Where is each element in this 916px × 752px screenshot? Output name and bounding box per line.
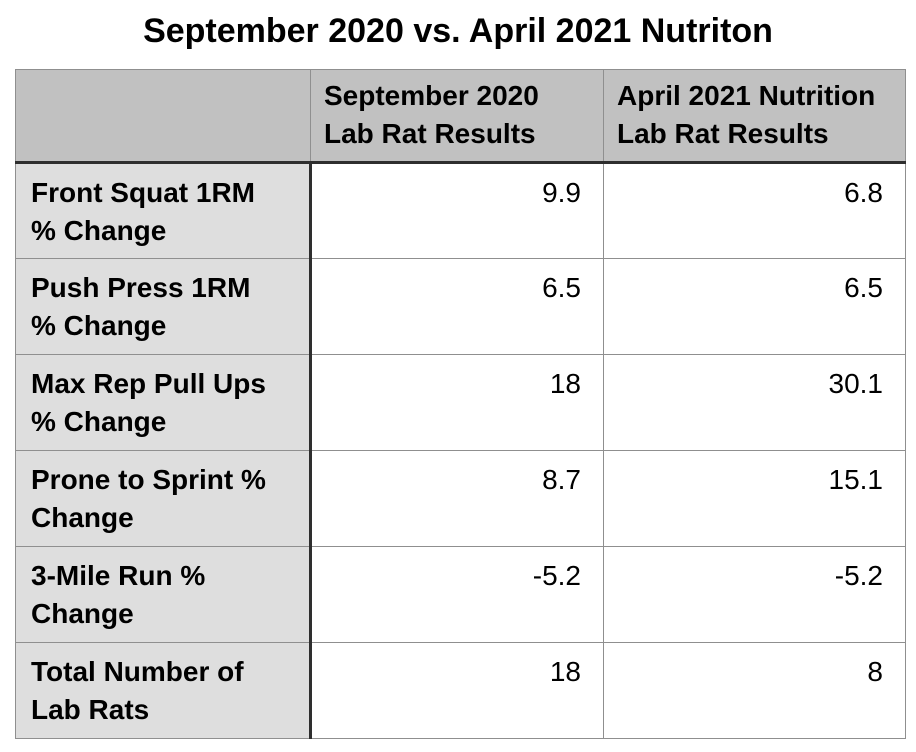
prone-to-sprint-sep-2020-value: 8.7 — [310, 450, 604, 548]
row-label-pull-ups: Max Rep Pull Ups % Change — [15, 354, 312, 452]
push-press-sep-2020-value: 6.5 — [310, 258, 604, 356]
header-row: September 2020 Lab Rat Results April 202… — [15, 69, 906, 165]
push-press-apr-2021-value: 6.5 — [603, 258, 906, 356]
table-row-push-press: Push Press 1RM % Change 6.5 6.5 — [15, 258, 906, 356]
prone-to-sprint-apr-2021-value: 15.1 — [603, 450, 906, 548]
col-header-september-2020: September 2020 Lab Rat Results — [310, 69, 604, 165]
table-row-three-mile-run: 3-Mile Run % Change -5.2 -5.2 — [15, 546, 906, 644]
row-label-front-squat: Front Squat 1RM % Change — [15, 162, 312, 260]
three-mile-run-apr-2021-value: -5.2 — [603, 546, 906, 644]
results-table: September 2020 Lab Rat Results April 202… — [15, 69, 906, 740]
total-lab-rats-apr-2021-value: 8 — [603, 642, 906, 740]
row-label-prone-to-sprint: Prone to Sprint % Change — [15, 450, 312, 548]
pull-ups-apr-2021-value: 30.1 — [603, 354, 906, 452]
front-squat-sep-2020-value: 9.9 — [310, 162, 604, 260]
table-row-total-lab-rats: Total Number of Lab Rats 18 8 — [15, 642, 906, 740]
row-label-total-lab-rats: Total Number of Lab Rats — [15, 642, 312, 740]
table-row-prone-to-sprint: Prone to Sprint % Change 8.7 15.1 — [15, 450, 906, 548]
table-row-front-squat: Front Squat 1RM % Change 9.9 6.8 — [15, 162, 906, 260]
page-title: September 2020 vs. April 2021 Nutriton — [143, 12, 773, 50]
row-label-push-press: Push Press 1RM % Change — [15, 258, 312, 356]
table-row-pull-ups: Max Rep Pull Ups % Change 18 30.1 — [15, 354, 906, 452]
front-squat-apr-2021-value: 6.8 — [603, 162, 906, 260]
three-mile-run-sep-2020-value: -5.2 — [310, 546, 604, 644]
total-lab-rats-sep-2020-value: 18 — [310, 642, 604, 740]
col-header-april-2021: April 2021 Nutrition Lab Rat Results — [603, 69, 906, 165]
pull-ups-sep-2020-value: 18 — [310, 354, 604, 452]
corner-cell — [15, 69, 311, 165]
row-label-three-mile-run: 3-Mile Run % Change — [15, 546, 312, 644]
